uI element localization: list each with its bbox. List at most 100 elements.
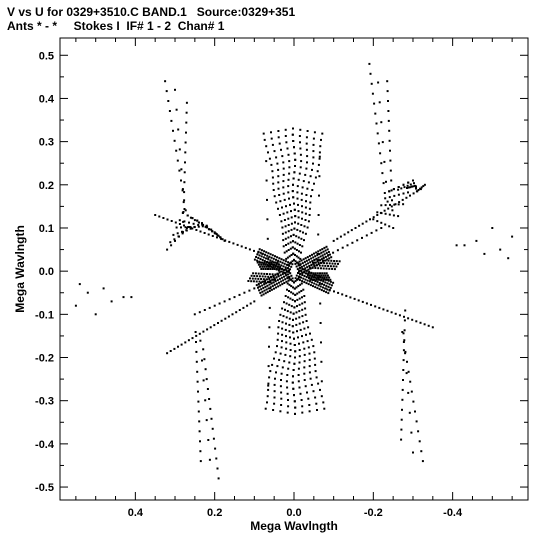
uv-point (380, 227, 383, 229)
uv-point (283, 360, 286, 363)
uv-point (404, 352, 407, 355)
uv-point (167, 100, 170, 102)
uv-point (317, 261, 320, 264)
uv-point (294, 406, 297, 409)
uv-point (391, 209, 394, 212)
uv-point (276, 162, 279, 165)
uv-point (263, 261, 266, 264)
uv-point (210, 417, 213, 420)
uv-point (267, 268, 269, 270)
uv-point (297, 236, 300, 239)
uv-point (301, 296, 303, 299)
uv-point (374, 112, 377, 115)
uv-point (272, 182, 275, 185)
uv-point (285, 335, 287, 338)
uv-point (257, 286, 259, 289)
uv-point (325, 284, 328, 287)
uv-point (280, 397, 283, 400)
uv-point (268, 273, 271, 276)
uv-point (401, 331, 404, 333)
uv-point (300, 276, 303, 279)
uv-point (185, 131, 187, 134)
uv-point (406, 184, 409, 187)
uv-point (249, 277, 251, 280)
uv-point (260, 272, 263, 275)
uv-point (285, 341, 288, 344)
uv-point (375, 229, 378, 232)
uv-point (266, 273, 268, 275)
uv-point (277, 168, 280, 171)
uv-point (297, 222, 300, 225)
uv-point (289, 241, 292, 244)
uv-point (403, 186, 406, 189)
uv-point (376, 214, 379, 216)
uv-point (288, 290, 290, 292)
uv-point (330, 284, 333, 287)
uv-point (291, 381, 294, 384)
uv-point (169, 241, 172, 244)
uv-point (278, 268, 281, 270)
uv-point (402, 379, 404, 381)
uv-point (306, 391, 308, 394)
uv-point (299, 273, 302, 275)
uv-point (311, 266, 314, 269)
uv-point (301, 274, 304, 276)
uv-point (301, 335, 303, 338)
uv-point (270, 288, 273, 291)
uv-point (324, 264, 327, 267)
uv-point (332, 251, 335, 254)
uv-point (274, 261, 277, 264)
uv-point (322, 280, 325, 283)
uv-point (236, 243, 239, 246)
uv-point (305, 272, 308, 275)
uv-point (277, 275, 280, 278)
uv-point (265, 282, 268, 285)
uv-point (308, 365, 311, 368)
uv-point (270, 256, 273, 259)
uv-point (371, 92, 374, 95)
uv-point (330, 259, 333, 262)
uv-point (324, 281, 327, 284)
uv-point (259, 251, 262, 254)
uv-point (397, 186, 400, 188)
uv-point (325, 252, 328, 255)
uv-point (372, 218, 375, 221)
uv-point (275, 263, 278, 266)
uv-point (227, 315, 230, 318)
uv-point (273, 268, 276, 270)
uv-point (280, 276, 283, 279)
uv-point (195, 334, 198, 337)
uv-point (311, 274, 314, 277)
uv-point (272, 265, 275, 268)
uv-point (322, 274, 325, 277)
uv-point (285, 302, 288, 305)
uv-point (320, 258, 323, 261)
uv-point (318, 264, 321, 267)
uv-point (304, 219, 307, 221)
uv-point (269, 259, 272, 262)
uv-point (282, 212, 285, 215)
uv-point (368, 62, 371, 65)
uv-point (305, 148, 308, 151)
uv-point (271, 170, 274, 173)
uv-point (289, 342, 292, 345)
uv-point (324, 278, 327, 281)
uv-point (293, 171, 296, 174)
uv-point (254, 277, 257, 280)
uv-point (191, 337, 194, 340)
uv-point (193, 313, 196, 316)
uv-point (244, 246, 247, 249)
uv-point (302, 277, 305, 280)
uv-point (314, 363, 317, 366)
uv-point (324, 259, 327, 262)
uv-point (266, 237, 269, 240)
uv-point (422, 185, 425, 188)
uv-point (282, 192, 285, 195)
uv-point (291, 246, 294, 249)
y-tick-label: -0.2 (35, 353, 54, 365)
uv-point (288, 255, 291, 258)
uv-point (261, 261, 264, 264)
uv-point (265, 179, 268, 182)
uv-point (321, 260, 324, 263)
uv-point (273, 402, 276, 405)
